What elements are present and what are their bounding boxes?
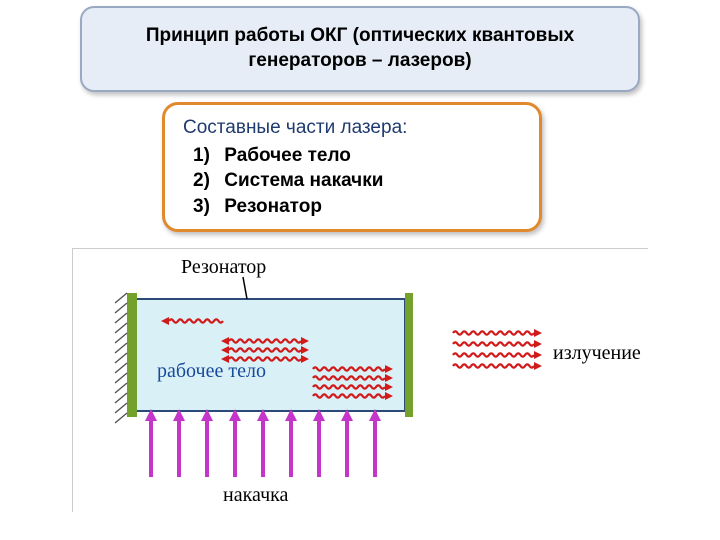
title-text: Принцип работы ОКГ (оптических квантовых… [94, 24, 626, 73]
item-num: 1) [193, 143, 219, 169]
list-item: 3) Резонатор [193, 194, 521, 220]
svg-text:накачка: накачка [223, 484, 289, 506]
parts-box: Составные части лазера: 1) Рабочее тело … [162, 102, 542, 232]
item-label: Рабочее тело [224, 145, 351, 166]
laser-diagram: Резонатор рабочее тело накачка излучение [72, 248, 648, 512]
parts-list: 1) Рабочее тело 2) Система накачки 3) Ре… [183, 143, 521, 220]
item-label: Система накачки [224, 170, 383, 191]
parts-heading: Составные части лазера: [183, 115, 521, 141]
item-num: 2) [193, 168, 219, 194]
svg-text:излучение: излучение [553, 342, 641, 364]
list-item: 1) Рабочее тело [193, 143, 521, 169]
list-item: 2) Система накачки [193, 168, 521, 194]
item-label: Резонатор [224, 196, 322, 217]
title-box: Принцип работы ОКГ (оптических квантовых… [80, 6, 640, 92]
svg-text:рабочее тело: рабочее тело [157, 360, 266, 382]
diagram-svg: Резонатор рабочее тело накачка излучение [73, 249, 649, 513]
svg-text:Резонатор: Резонатор [181, 256, 266, 278]
item-num: 3) [193, 194, 219, 220]
